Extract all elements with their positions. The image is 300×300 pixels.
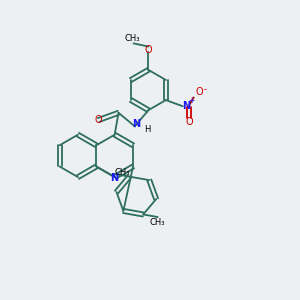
Text: CH₃: CH₃ xyxy=(124,34,140,43)
Text: H: H xyxy=(144,125,150,134)
Text: CH₃: CH₃ xyxy=(150,218,166,227)
Text: O: O xyxy=(145,45,152,55)
Text: -: - xyxy=(203,85,206,94)
Text: N: N xyxy=(111,173,119,183)
Text: +: + xyxy=(188,96,195,105)
Text: N: N xyxy=(132,119,140,129)
Text: O: O xyxy=(95,115,102,125)
Text: CH₃: CH₃ xyxy=(115,168,130,177)
Text: N: N xyxy=(182,101,190,111)
Text: O: O xyxy=(195,87,203,97)
Text: O: O xyxy=(185,117,193,128)
